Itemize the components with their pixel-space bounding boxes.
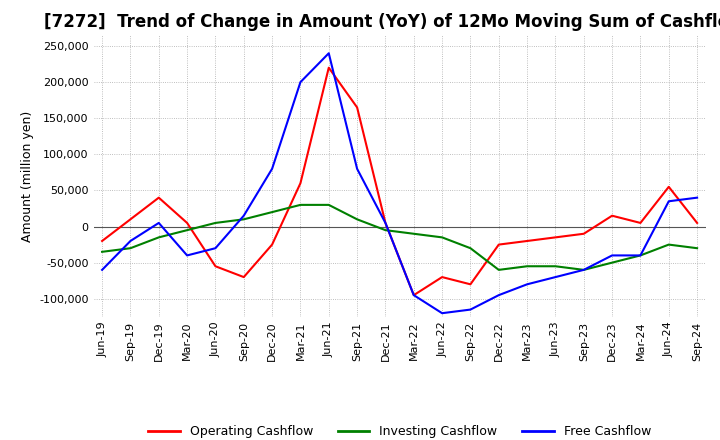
- Investing Cashflow: [438, 235, 446, 240]
- Investing Cashflow: [155, 235, 163, 240]
- Free Cashflow: [580, 267, 588, 272]
- Free Cashflow: [353, 166, 361, 172]
- Operating Cashflow: [268, 242, 276, 247]
- Free Cashflow: [183, 253, 192, 258]
- Investing Cashflow: [580, 267, 588, 272]
- Investing Cashflow: [126, 246, 135, 251]
- Line: Free Cashflow: Free Cashflow: [102, 53, 697, 313]
- Operating Cashflow: [98, 238, 107, 244]
- Operating Cashflow: [580, 231, 588, 236]
- Legend: Operating Cashflow, Investing Cashflow, Free Cashflow: Operating Cashflow, Investing Cashflow, …: [143, 420, 656, 440]
- Free Cashflow: [665, 198, 673, 204]
- Operating Cashflow: [211, 264, 220, 269]
- Investing Cashflow: [296, 202, 305, 208]
- Investing Cashflow: [410, 231, 418, 236]
- Investing Cashflow: [495, 267, 503, 272]
- Operating Cashflow: [438, 275, 446, 280]
- Investing Cashflow: [240, 216, 248, 222]
- Investing Cashflow: [693, 246, 701, 251]
- Operating Cashflow: [636, 220, 644, 226]
- Free Cashflow: [495, 293, 503, 298]
- Free Cashflow: [296, 80, 305, 85]
- Investing Cashflow: [523, 264, 531, 269]
- Free Cashflow: [466, 307, 474, 312]
- Free Cashflow: [155, 220, 163, 226]
- Investing Cashflow: [98, 249, 107, 254]
- Free Cashflow: [523, 282, 531, 287]
- Operating Cashflow: [693, 220, 701, 226]
- Line: Investing Cashflow: Investing Cashflow: [102, 205, 697, 270]
- Investing Cashflow: [551, 264, 559, 269]
- Free Cashflow: [240, 213, 248, 218]
- Operating Cashflow: [353, 105, 361, 110]
- Investing Cashflow: [268, 209, 276, 215]
- Operating Cashflow: [240, 275, 248, 280]
- Operating Cashflow: [183, 220, 192, 226]
- Free Cashflow: [268, 166, 276, 172]
- Investing Cashflow: [353, 216, 361, 222]
- Free Cashflow: [636, 253, 644, 258]
- Title: [7272]  Trend of Change in Amount (YoY) of 12Mo Moving Sum of Cashflows: [7272] Trend of Change in Amount (YoY) o…: [45, 13, 720, 31]
- Free Cashflow: [325, 51, 333, 56]
- Operating Cashflow: [523, 238, 531, 244]
- Free Cashflow: [381, 220, 390, 226]
- Operating Cashflow: [325, 65, 333, 70]
- Investing Cashflow: [608, 260, 616, 265]
- Operating Cashflow: [381, 220, 390, 226]
- Investing Cashflow: [211, 220, 220, 226]
- Operating Cashflow: [608, 213, 616, 218]
- Free Cashflow: [211, 246, 220, 251]
- Operating Cashflow: [466, 282, 474, 287]
- Operating Cashflow: [126, 216, 135, 222]
- Free Cashflow: [126, 238, 135, 244]
- Operating Cashflow: [296, 180, 305, 186]
- Line: Operating Cashflow: Operating Cashflow: [102, 68, 697, 295]
- Free Cashflow: [608, 253, 616, 258]
- Investing Cashflow: [665, 242, 673, 247]
- Operating Cashflow: [155, 195, 163, 200]
- Operating Cashflow: [665, 184, 673, 190]
- Operating Cashflow: [551, 235, 559, 240]
- Y-axis label: Amount (million yen): Amount (million yen): [21, 110, 34, 242]
- Free Cashflow: [693, 195, 701, 200]
- Investing Cashflow: [183, 227, 192, 233]
- Free Cashflow: [551, 275, 559, 280]
- Investing Cashflow: [381, 227, 390, 233]
- Operating Cashflow: [495, 242, 503, 247]
- Investing Cashflow: [325, 202, 333, 208]
- Free Cashflow: [438, 311, 446, 316]
- Free Cashflow: [98, 267, 107, 272]
- Free Cashflow: [410, 293, 418, 298]
- Investing Cashflow: [636, 253, 644, 258]
- Operating Cashflow: [410, 293, 418, 298]
- Investing Cashflow: [466, 246, 474, 251]
